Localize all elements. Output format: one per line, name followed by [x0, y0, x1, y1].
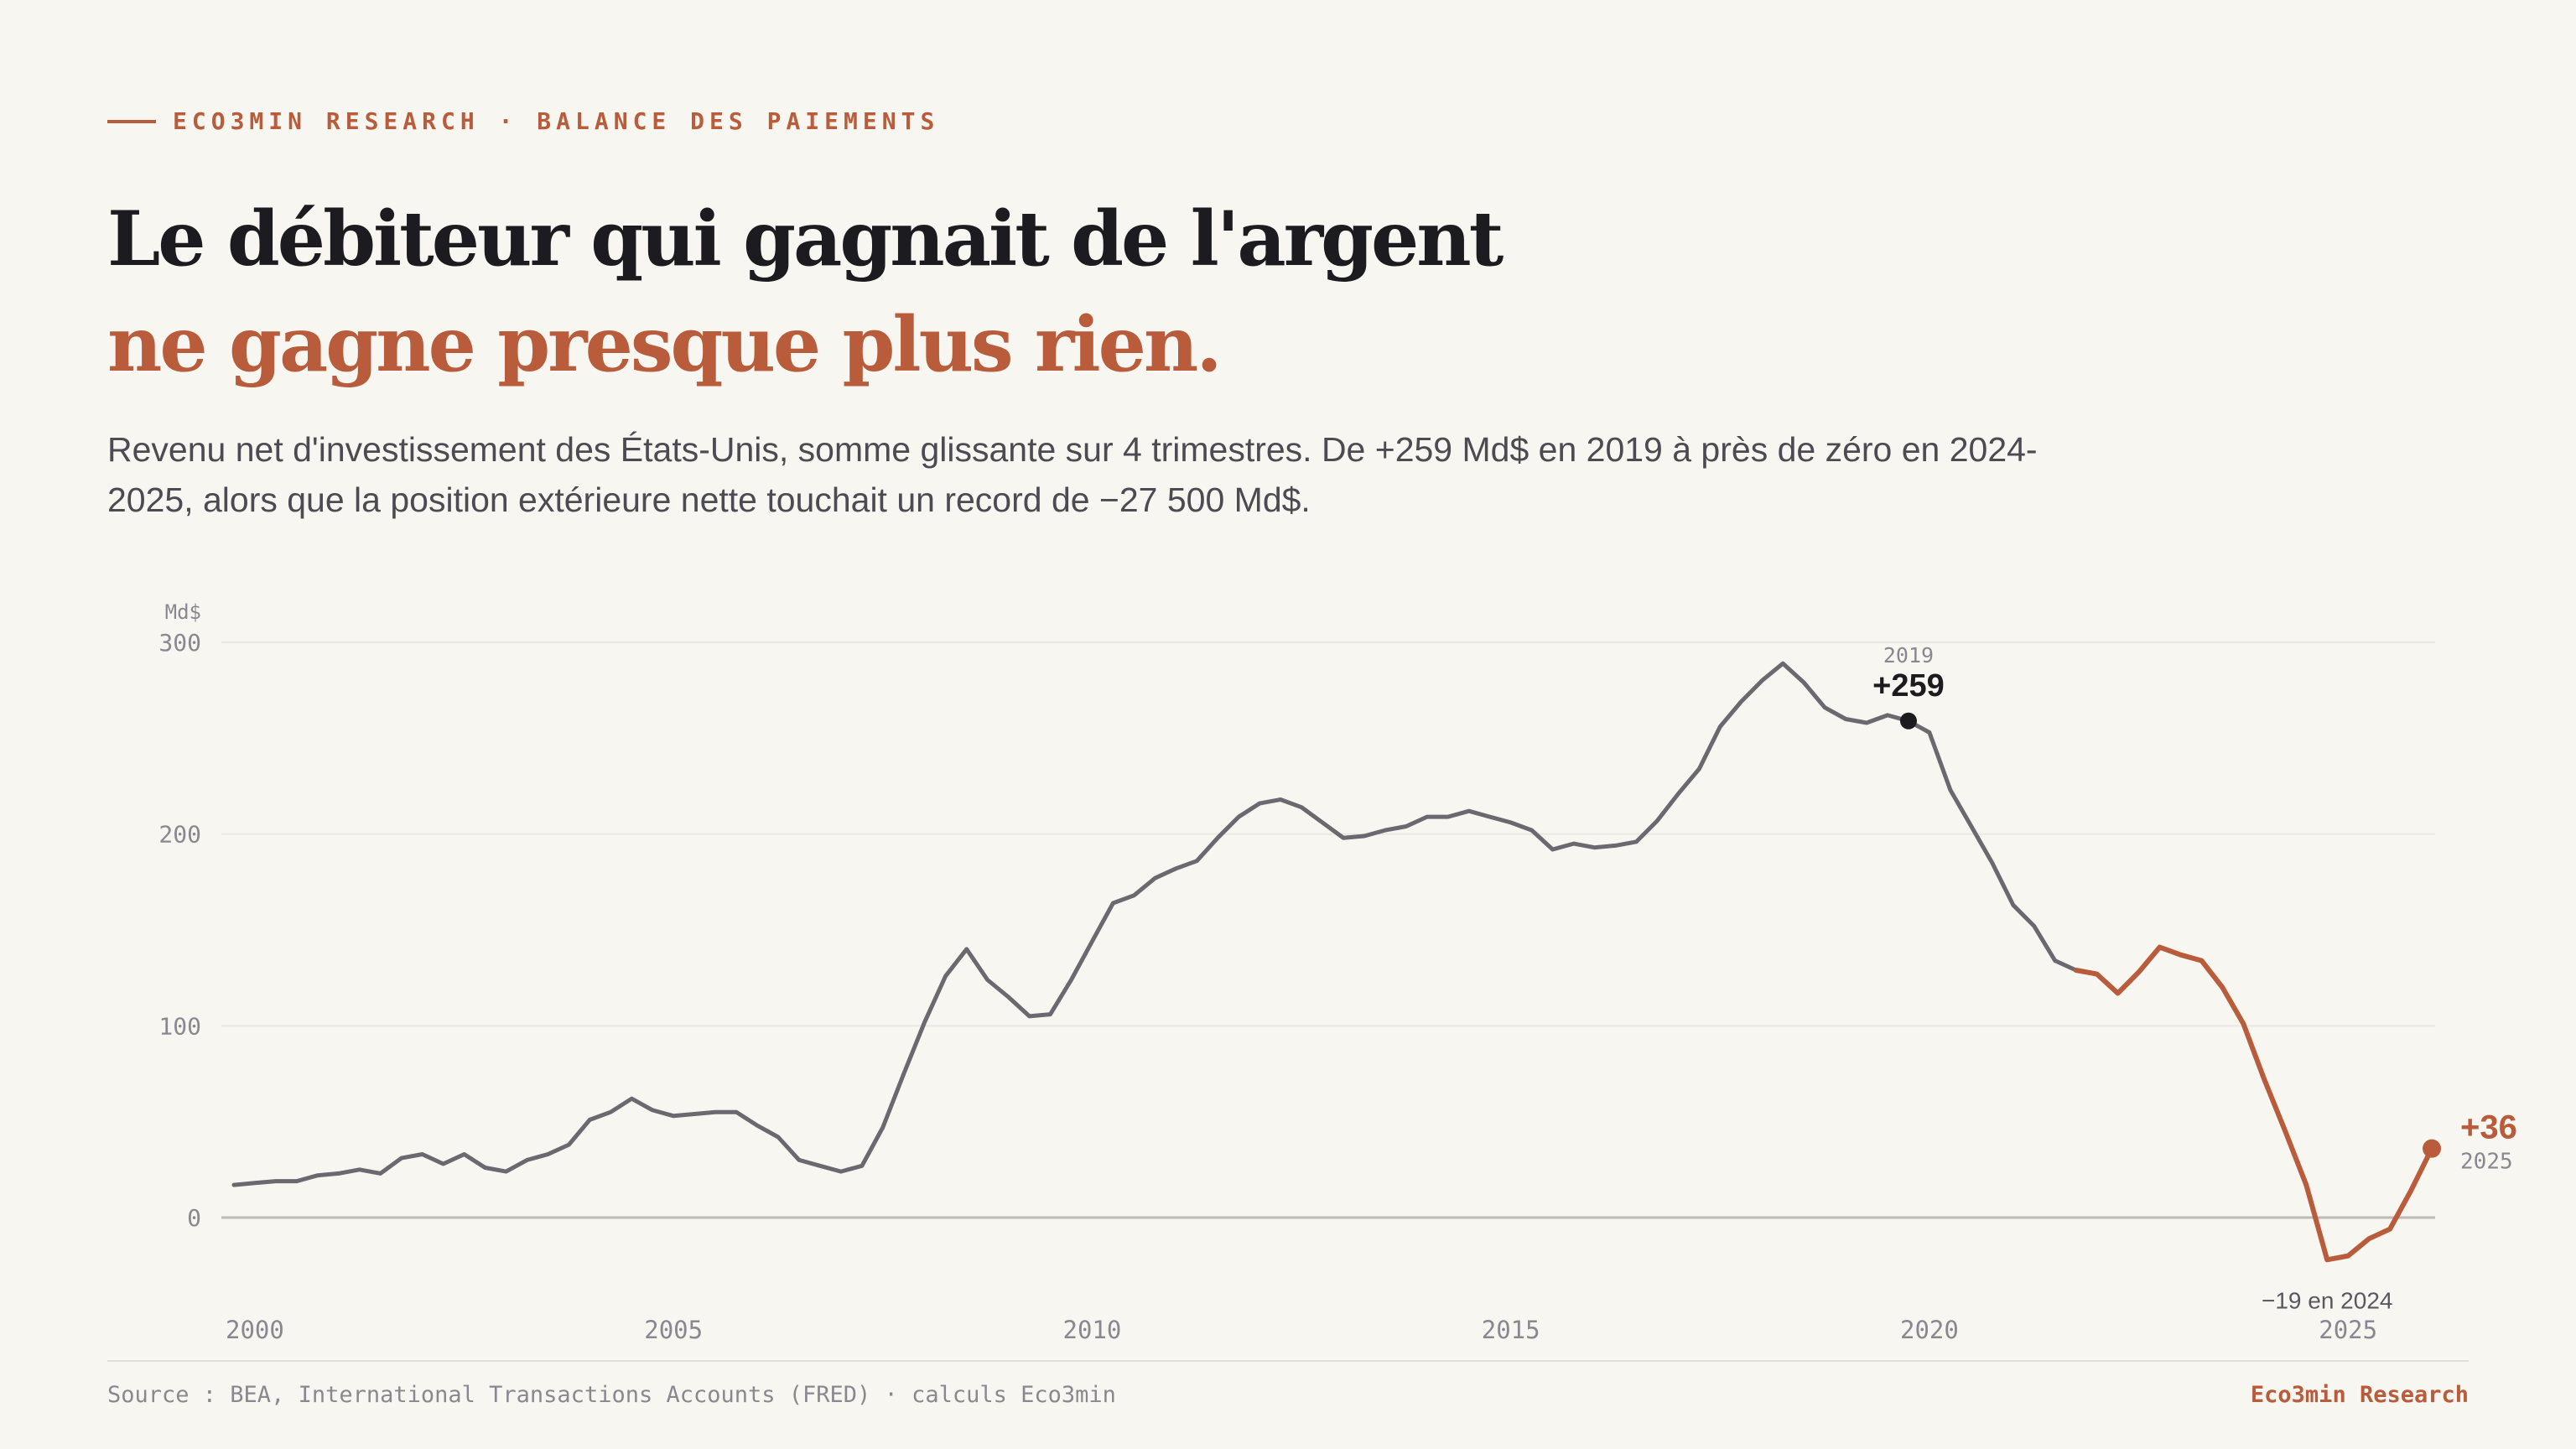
kicker-rule	[107, 119, 156, 123]
page-title: Le débiteur qui gagnait de l'argent ne g…	[107, 186, 1504, 397]
x-tick-label: 2000	[226, 1316, 284, 1342]
x-tick-label: 2025	[2319, 1316, 2377, 1342]
title-line-2: ne gagne presque plus rien.	[107, 300, 1223, 389]
series-line-historical	[231, 661, 2079, 1187]
series-layer	[231, 661, 2434, 1263]
x-tick-label: 2005	[644, 1316, 703, 1342]
x-tick-label: 2010	[1063, 1316, 1122, 1342]
annotation-layer: 2019+259 −19 en 2024 +36 2025	[1872, 643, 2517, 1314]
y-axis-unit: Md$	[165, 600, 201, 624]
y-tick-label: 300	[158, 629, 201, 657]
grid-layer	[221, 641, 2435, 1219]
line-chart: 0 100 200 300 Md$ 2000 2005 2010 2015 2020 2025 20…	[158, 600, 2517, 1342]
x-tick-label: 2015	[1482, 1316, 1540, 1342]
footer-divider	[107, 1360, 2469, 1362]
peak-year-label: 2019	[1883, 643, 1934, 667]
peak-value-label: +259	[1872, 668, 1945, 704]
kicker-text: ECO3MIN RESEARCH · BALANCE DES PAIEMENTS	[173, 107, 940, 135]
y-tick-label: 200	[158, 821, 201, 849]
subtitle: Revenu net d'investissement des États-Un…	[107, 430, 2038, 519]
end-year-label: 2025	[2460, 1150, 2513, 1175]
x-tick-label: 2020	[1900, 1316, 1959, 1342]
kicker: ECO3MIN RESEARCH · BALANCE DES PAIEMENTS	[107, 107, 939, 135]
title-line-1: Le débiteur qui gagnait de l'argent	[107, 195, 1504, 283]
series-line-recent	[2073, 944, 2434, 1263]
brand-credit: Eco3min Research	[2250, 1382, 2469, 1408]
y-tick-label: 0	[187, 1204, 201, 1232]
y-tick-label: 100	[158, 1012, 201, 1040]
end-marker	[2423, 1139, 2442, 1158]
end-value-label: +36	[2460, 1109, 2517, 1146]
axis-layer: 0 100 200 300 Md$ 2000 2005 2010 2015 2020 2025	[158, 600, 2377, 1342]
source-note: Source : BEA, International Transactions…	[107, 1382, 1116, 1408]
peak-marker	[1899, 712, 1917, 730]
trough-label: −19 en 2024	[2262, 1287, 2393, 1313]
